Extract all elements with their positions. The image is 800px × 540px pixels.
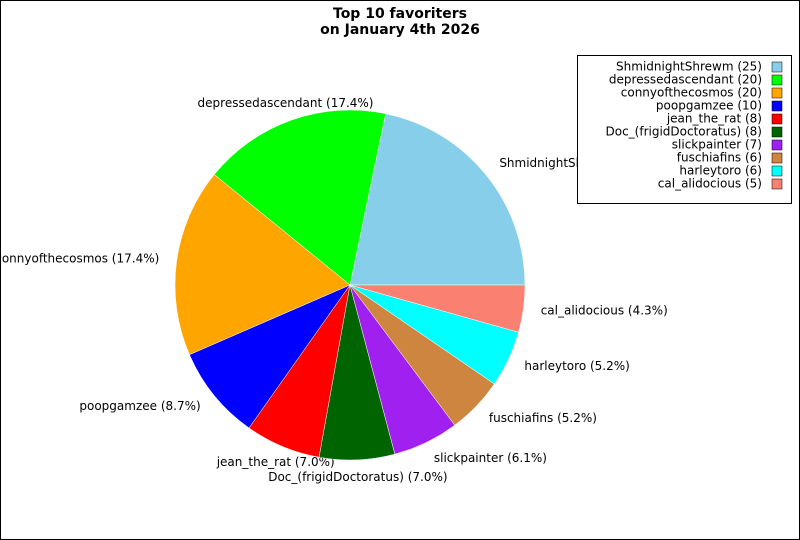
chart-title: Top 10 favoriters bbox=[333, 6, 467, 22]
slice-label: jean_the_rat (7.0%) bbox=[216, 455, 335, 469]
legend-label: poopgamzee (10) bbox=[656, 99, 762, 113]
legend-label: depressedascendant (20) bbox=[609, 73, 762, 87]
slice-label: harleytoro (5.2%) bbox=[524, 359, 629, 373]
pie: ShmidnightShrewm (21.7%)depressedascenda… bbox=[0, 96, 668, 484]
legend-label: ShmidnightShrewm (25) bbox=[616, 60, 762, 74]
legend-swatch bbox=[771, 126, 783, 138]
legend: ShmidnightShrewm (25)depressedascendant … bbox=[577, 55, 792, 204]
legend-box bbox=[577, 55, 792, 204]
legend-swatch bbox=[771, 100, 783, 112]
slice-label: poopgamzee (8.7%) bbox=[79, 399, 200, 413]
slice bbox=[349, 284, 526, 333]
slice bbox=[349, 113, 526, 286]
chart-subtitle: on January 4th 2026 bbox=[320, 22, 480, 38]
legend-swatch bbox=[771, 165, 783, 177]
slice-label: Doc_(frigidDoctoratus) (7.0%) bbox=[268, 470, 447, 484]
legend-swatch bbox=[771, 152, 783, 164]
legend-swatch bbox=[771, 87, 783, 99]
legend-label: connyofthecosmos (20) bbox=[621, 86, 762, 100]
legend-label: jean_the_rat (8) bbox=[666, 112, 762, 126]
slice bbox=[189, 284, 351, 429]
legend-label: fuschiafins (6) bbox=[677, 151, 762, 165]
legend-swatch bbox=[771, 139, 783, 151]
slice bbox=[213, 109, 386, 286]
legend-label: harleytoro (6) bbox=[679, 164, 762, 178]
legend-swatch bbox=[771, 74, 783, 86]
slice bbox=[174, 174, 351, 356]
legend-label: slickpainter (7) bbox=[672, 138, 762, 152]
slice-label: fuschiafins (5.2%) bbox=[489, 411, 597, 425]
legend-swatch bbox=[771, 178, 783, 190]
slice-label: cal_alidocious (4.3%) bbox=[541, 304, 668, 318]
slice-label: connyofthecosmos (17.4%) bbox=[0, 251, 159, 265]
legend-swatch bbox=[771, 61, 783, 73]
slice-label: depressedascendant (17.4%) bbox=[198, 96, 374, 110]
legend-label: cal_alidocious (5) bbox=[658, 177, 762, 191]
legend-swatch bbox=[771, 113, 783, 125]
legend-label: Doc_(frigidDoctoratus) (8) bbox=[606, 125, 763, 139]
slice-label: slickpainter (6.1%) bbox=[434, 451, 547, 465]
